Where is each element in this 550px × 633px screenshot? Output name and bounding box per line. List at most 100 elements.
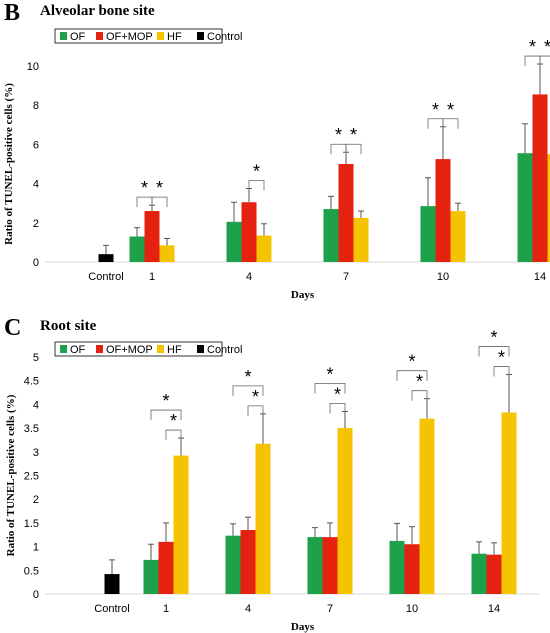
- y-tick-label: 0: [33, 257, 39, 269]
- category-group: 4 **: [225, 367, 271, 615]
- panel-c: C Root site OF OF+MOP HF Control 0 0.5 1 1.5 2 2.…: [0, 315, 550, 633]
- legend-swatch: [60, 32, 67, 40]
- bar: [144, 211, 160, 262]
- category-group: 4*: [226, 162, 272, 283]
- x-tick-label-control: Control: [88, 271, 123, 283]
- x-tick-label: 4: [245, 603, 251, 615]
- y-tick-label: 3.5: [24, 423, 39, 435]
- category-group: 1 * *: [129, 178, 175, 283]
- legend-entry: Control: [207, 31, 242, 43]
- bar: [517, 153, 533, 262]
- significance-bracket: [493, 366, 510, 377]
- y-tick-label: 0.5: [24, 565, 39, 577]
- x-tick-label: 1: [149, 271, 155, 283]
- category-group: 10**: [389, 352, 435, 615]
- legend-swatch: [197, 32, 204, 40]
- y-tick-label: 2.5: [24, 471, 39, 483]
- category-group: 10 * *: [420, 100, 466, 283]
- significance-asterisk: *: [432, 100, 439, 120]
- significance-asterisk: *: [252, 387, 259, 407]
- bar: [420, 206, 436, 262]
- bar: [389, 540, 405, 594]
- y-tick-label: 10: [27, 61, 39, 73]
- legend-entry: HF: [167, 344, 182, 356]
- significance-asterisk: *: [334, 385, 341, 405]
- y-tick-label: 3: [33, 447, 39, 459]
- legend: OF OF+MOP HF Control: [54, 341, 242, 357]
- significance-bracket: [396, 370, 428, 381]
- bar: [226, 221, 242, 262]
- chart-title: Alveolar bone site: [40, 3, 155, 19]
- bar-chart-alveolar: OF OF+MOP HF Control 0 2 4 6 8 10 Ratio of TUNEL-p…: [3, 28, 550, 301]
- significance-asterisk: *: [416, 372, 423, 392]
- significance-asterisk: *: [156, 178, 163, 198]
- y-tick-label: 4: [33, 179, 39, 191]
- significance-asterisk: *: [498, 348, 505, 368]
- significance-bracket: [232, 385, 264, 396]
- x-axis-title: Days: [291, 621, 315, 633]
- legend-entry: OF: [70, 344, 86, 356]
- bar: [337, 428, 353, 594]
- bar-chart-root: OF OF+MOP HF Control 0 0.5 1 1.5 2 2.5 3 3.5 4 4.5 5 Ra…: [5, 328, 540, 633]
- bar: [159, 245, 175, 262]
- bar: [450, 211, 466, 262]
- significance-bracket: [411, 390, 428, 401]
- bar-control: [104, 574, 120, 594]
- bar: [547, 154, 550, 262]
- significance-asterisk: *: [162, 391, 169, 411]
- bar: [353, 217, 369, 262]
- bar: [501, 412, 517, 594]
- bar: [129, 236, 145, 262]
- significance-bracket: [345, 143, 362, 155]
- y-tick-label: 1: [33, 542, 39, 554]
- y-tick-label: 4.5: [24, 376, 39, 388]
- y-tick-label: 6: [33, 139, 39, 151]
- x-tick-label: 7: [343, 271, 349, 283]
- significance-asterisk: *: [529, 37, 536, 57]
- legend-swatch: [60, 345, 67, 353]
- x-axis-title: Days: [291, 289, 315, 301]
- x-tick-label: 10: [437, 271, 449, 283]
- y-axis-title: Ratio of TUNEL-positive cells (%): [5, 394, 17, 556]
- bar: [404, 544, 420, 594]
- chart-title: Root site: [40, 318, 97, 334]
- bar: [307, 537, 323, 594]
- y-tick-label: 2: [33, 494, 39, 506]
- x-tick-label: 7: [327, 603, 333, 615]
- significance-bracket: [248, 180, 265, 191]
- significance-asterisk: *: [447, 100, 454, 120]
- bar: [419, 418, 435, 594]
- significance-bracket: [314, 383, 346, 394]
- bar: [255, 443, 271, 594]
- legend-swatch: [157, 345, 164, 353]
- bar: [256, 235, 272, 262]
- panel-label: C: [4, 315, 22, 341]
- x-tick-label-control: Control: [94, 603, 129, 615]
- x-tick-label: 1: [163, 603, 169, 615]
- y-axis-title: Ratio of TUNEL-positive cells (%): [3, 83, 15, 245]
- x-tick-label: 10: [406, 603, 418, 615]
- legend-entry: OF+MOP: [106, 31, 153, 43]
- panel-label: B: [4, 0, 21, 26]
- bar: [322, 537, 338, 594]
- bar: [158, 541, 174, 594]
- bar: [241, 202, 257, 262]
- bar: [240, 530, 256, 594]
- y-tick-label: 1.5: [24, 518, 39, 530]
- bar-control: [98, 254, 114, 262]
- significance-asterisk: *: [253, 162, 260, 182]
- legend-swatch: [157, 32, 164, 40]
- category-group: 14 * *: [517, 37, 550, 283]
- category-group: 7 * *: [323, 125, 369, 283]
- y-tick-label: 2: [33, 218, 39, 230]
- bar: [173, 455, 189, 594]
- significance-bracket: [329, 403, 346, 414]
- significance-asterisk: *: [326, 365, 333, 385]
- significance-asterisk: *: [170, 411, 177, 431]
- significance-asterisk: *: [335, 125, 342, 145]
- significance-bracket: [247, 405, 264, 416]
- legend: OF OF+MOP HF Control: [54, 28, 242, 44]
- control-group: Control: [94, 559, 130, 615]
- y-tick-label: 5: [33, 352, 39, 364]
- significance-asterisk: *: [244, 367, 251, 387]
